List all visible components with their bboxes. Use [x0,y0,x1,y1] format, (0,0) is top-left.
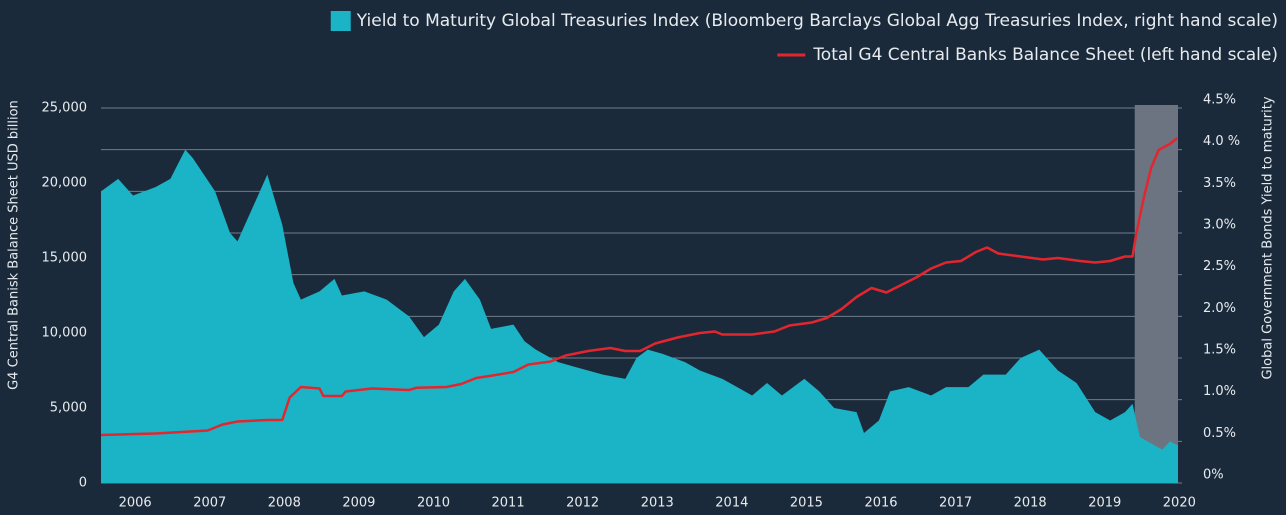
x-tick-label: 2019 [1088,496,1121,511]
y-tick-label: 5,000 [50,401,87,416]
y-tick-label: 0 [79,476,87,491]
x-tick-label: 2018 [1014,496,1047,511]
y-tick-label: 15,000 [42,251,88,266]
y2-tick-label: 4.0 % [1203,134,1240,149]
x-tick-label: 2020 [1163,496,1196,511]
y2-tick-label: 0.5% [1203,426,1236,441]
x-tick-label: 2008 [268,496,301,511]
x-tick-label: 2017 [939,496,972,511]
y-tick-label: 20,000 [42,176,88,191]
y-axis-label: G4 Central Banisk Balance Sheet USD bill… [7,100,22,390]
y-tick-label: 10,000 [42,326,88,341]
y2-tick-label: 3.0% [1203,218,1236,233]
y2-tick-label: 4.5% [1203,93,1236,108]
y2-tick-label: 1.5% [1203,343,1236,358]
x-tick-label: 2009 [342,496,375,511]
y2-tick-label: 0% [1203,468,1224,483]
x-tick-label: 2016 [864,496,897,511]
y2-tick-label: 3.5% [1203,176,1236,191]
x-tick-label: 2011 [492,496,525,511]
y2-tick-label: 2.5% [1203,259,1236,274]
line [100,137,1179,437]
shaded-region [1134,105,1178,483]
legend-swatch [330,11,351,31]
x-tick-label: 2014 [715,496,748,511]
x-tick-label: 2015 [790,496,823,511]
y2-tick-label: 1.0% [1203,384,1236,399]
x-tick-label: 2006 [119,496,152,511]
x-tick-label: 2012 [566,496,599,511]
y2-tick-label: 2.0% [1203,301,1236,316]
legend-label: Total G4 Central Banks Balance Sheet (le… [812,45,1278,65]
y2-axis-label: Global Government Bonds Yield to maturit… [1261,96,1276,379]
legend-label: Yield to Maturity Global Treasuries Inde… [356,11,1278,31]
y-tick-label: 25,000 [42,101,88,116]
x-tick-label: 2010 [417,496,450,511]
x-tick-label: 2007 [193,496,226,511]
area [101,149,1178,483]
x-tick-label: 2013 [641,496,674,511]
